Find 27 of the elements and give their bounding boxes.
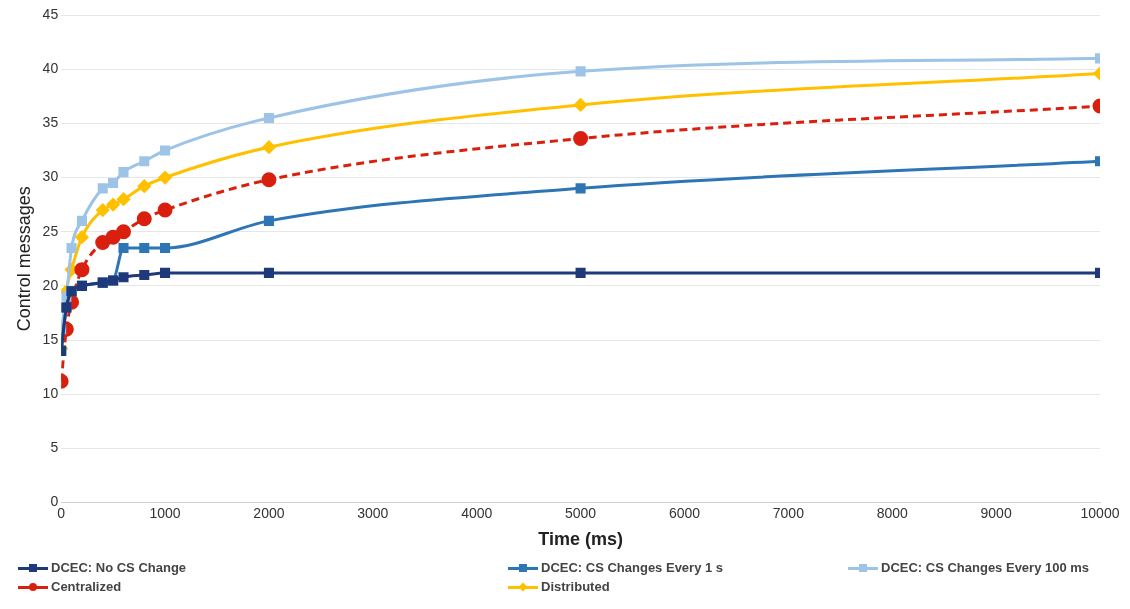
x-tick-label: 10000 bbox=[1080, 504, 1120, 521]
y-axis-title: Control messages bbox=[13, 186, 34, 332]
x-tick-label: 2000 bbox=[253, 504, 285, 521]
legend-label: DCEC: CS Changes Every 1 s bbox=[541, 560, 724, 575]
legend-label: DCEC: No CS Change bbox=[51, 560, 187, 575]
x-tick-label: 5000 bbox=[565, 504, 597, 521]
y-tick-label: 0 bbox=[50, 493, 59, 510]
legend-label: Distributed bbox=[541, 579, 610, 594]
x-tick-label: 1000 bbox=[149, 504, 181, 521]
y-tick-label: 40 bbox=[42, 60, 59, 77]
y-tick-label: 45 bbox=[42, 5, 59, 22]
x-tick-label: 4000 bbox=[461, 504, 493, 521]
y-tick-label: 15 bbox=[42, 330, 59, 347]
y-tick-label: 25 bbox=[42, 222, 59, 239]
legend-label: Centralized bbox=[51, 579, 122, 594]
x-tick-label: 6000 bbox=[668, 504, 701, 521]
y-tick-label: 10 bbox=[42, 385, 59, 402]
x-tick-label: 7000 bbox=[772, 504, 805, 521]
y-tick-label: 5 bbox=[50, 439, 59, 456]
y-tick-label: 35 bbox=[42, 114, 59, 131]
x-tick-label: 3000 bbox=[357, 504, 389, 521]
y-tick-label: 30 bbox=[42, 168, 59, 185]
y-tick-label: 20 bbox=[42, 276, 59, 293]
x-axis-title: Time (ms) bbox=[538, 529, 623, 550]
legend-label: DCEC: CS Changes Every 100 ms bbox=[881, 560, 1090, 575]
x-tick-label: 8000 bbox=[876, 504, 909, 521]
x-tick-label: 9000 bbox=[980, 504, 1012, 521]
